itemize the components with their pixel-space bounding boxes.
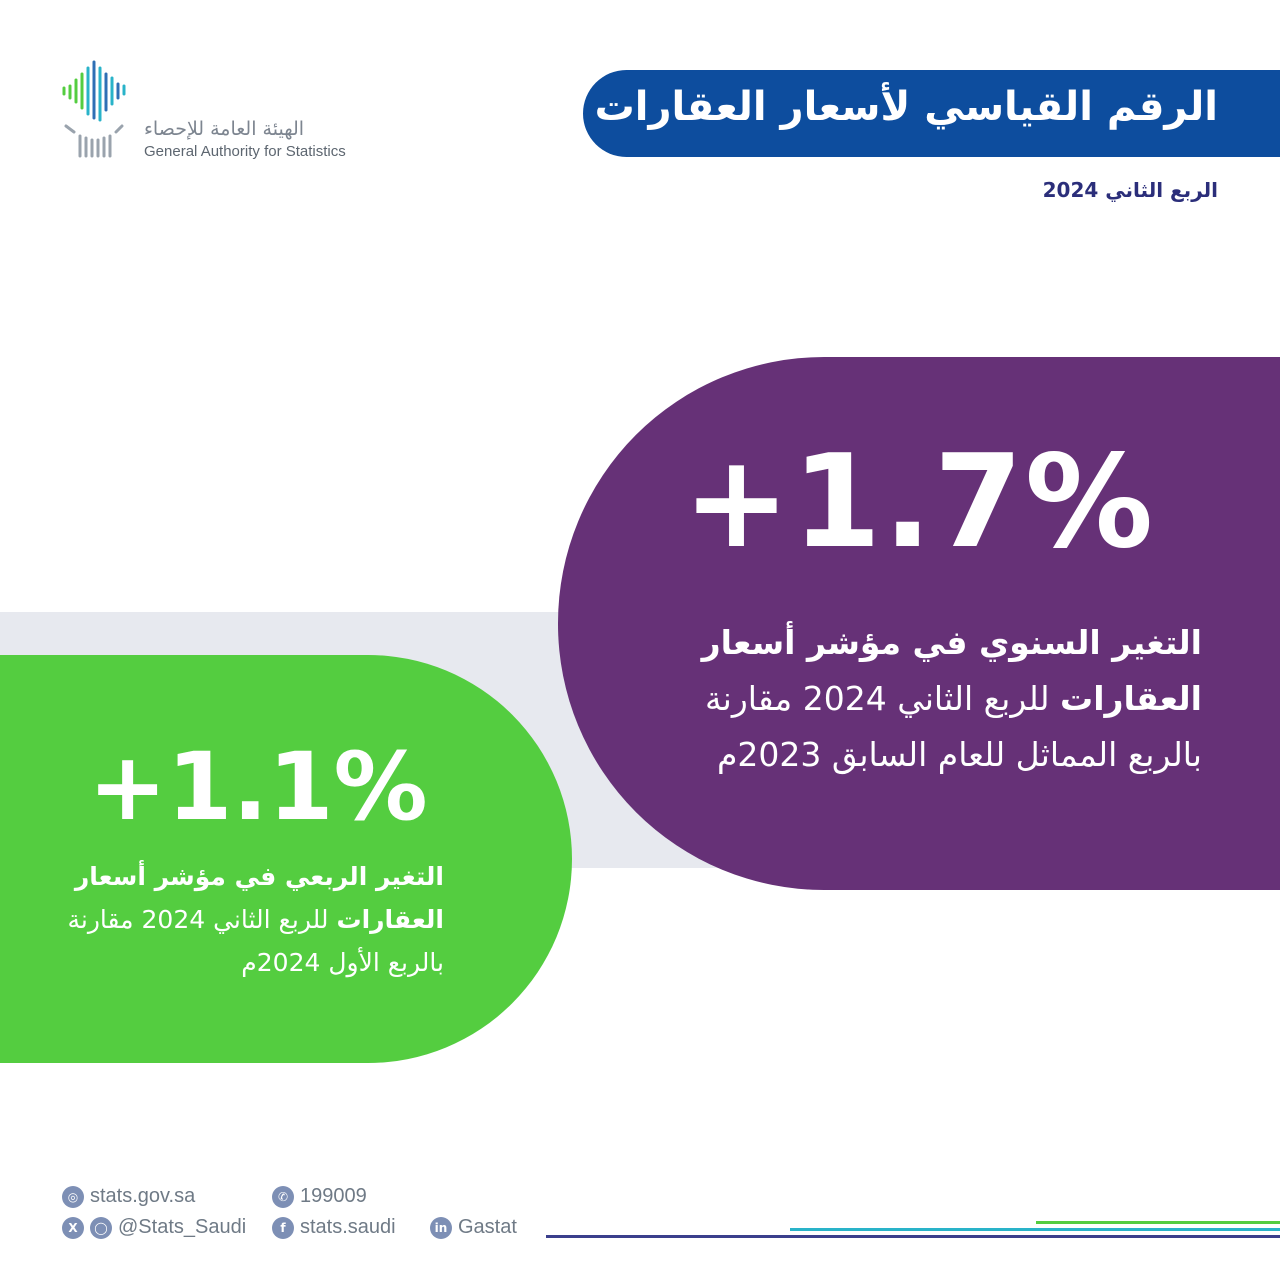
x-icon: X [62,1216,84,1239]
page-title: الرقم القياسي لأسعار العقارات [594,84,1218,130]
social-handle-text: @Stats_Saudi [118,1216,247,1238]
linkedin-icon: in [430,1216,452,1239]
annual-change-value: +1.7% [682,428,1156,577]
footer-facebook[interactable]: f stats.saudi [272,1216,396,1239]
footer-social[interactable]: X ◯ @Stats_Saudi [62,1216,246,1239]
footer-phone[interactable]: ✆ 199009 [272,1185,367,1208]
phone-text: 199009 [300,1185,367,1207]
phone-icon: ✆ [272,1185,294,1208]
footer-line-navy [546,1235,1280,1238]
annual-change-card: +1.7% التغير السنوي في مؤشر أسعار العقار… [558,357,1280,890]
annual-change-description: التغير السنوي في مؤشر أسعار العقارات للر… [662,615,1202,783]
globe-icon: ◎ [62,1185,84,1208]
facebook-icon: f [272,1216,294,1239]
gastat-logo: الهيئة العامة للإحصاء General Authority … [58,58,368,168]
page-subtitle: الربع الثاني 2024 [1042,178,1218,202]
footer-line-green [1036,1221,1280,1224]
footer-line-teal [790,1228,1280,1231]
facebook-text: stats.saudi [300,1216,396,1238]
quarterly-change-card: +1.1% التغير الربعي في مؤشر أسعار العقار… [0,655,572,1063]
footer-website[interactable]: ◎ stats.gov.sa [62,1185,195,1208]
linkedin-text: Gastat [458,1216,517,1238]
quarterly-desc-bold: التغير الربعي في مؤشر أسعار العقارات [74,862,444,934]
annual-desc-bold: التغير السنوي في مؤشر أسعار العقارات [701,623,1202,718]
quarterly-change-description: التغير الربعي في مؤشر أسعار العقارات للر… [24,855,444,984]
logo-name-arabic: الهيئة العامة للإحصاء [144,118,305,140]
website-text: stats.gov.sa [90,1185,196,1207]
annual-desc-rest: للربع الثاني 2024 مقارنة بالربع المماثل … [704,679,1202,774]
instagram-icon: ◯ [90,1216,112,1239]
quarterly-change-value: +1.1% [88,733,428,842]
footer-linkedin[interactable]: in Gastat [430,1216,517,1239]
logo-name-english: General Authority for Statistics [144,143,346,160]
title-bar: الرقم القياسي لأسعار العقارات [583,70,1280,157]
quarterly-desc-rest: للربع الثاني 2024 مقارنة بالربع الأول 20… [67,905,444,977]
logo-mark-icon [62,60,126,158]
